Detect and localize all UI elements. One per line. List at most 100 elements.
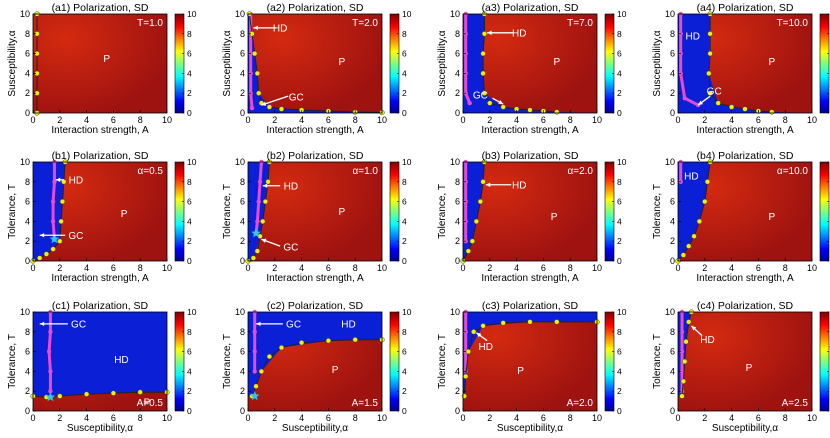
p-region [248,162,382,261]
panel-title: (c4) Polarization, SD [697,300,794,312]
x-tick-label: 0 [675,263,680,273]
hd-region [463,312,597,397]
colorbar [174,311,185,412]
panel-c4: HD P A=2.5 0 2 4 6 8 10 0 2 4 6 8 10 (c4) Polarization,… [652,300,830,434]
yellow-boundary-point [680,252,687,258]
x-tick-label: 10 [377,413,387,423]
magenta-boundary-point [50,219,56,224]
x-tick-label: 6 [541,263,546,273]
yellow-boundary-point [481,31,488,37]
colorbar-tick-label: 4 [187,216,192,226]
magenta-boundary-point [48,389,53,394]
magenta-boundary-line [679,14,699,107]
parameter-label: A=1.5 [352,398,379,409]
x-tick-label: 10 [592,263,602,273]
region-label-p: P [144,398,151,409]
y-tick-label: 0 [670,256,675,266]
x-tick-label: 2 [57,115,62,125]
region-label-hd: HD [512,28,526,39]
y-tick-label: 0 [455,108,460,118]
y-axis-label: Tolerance, T [222,334,233,389]
yellow-boundary-point [262,198,269,205]
annotation-arrow-head [39,321,45,327]
critical-point-star [49,234,60,244]
y-tick-label: 6 [455,49,460,59]
y-tick-label: 6 [670,347,675,357]
yellow-boundary-point [527,107,533,113]
x-tick-label: 6 [111,115,116,125]
plot-frame [462,161,598,262]
colorbar [174,13,185,114]
colorbar-tick-label: 0 [402,406,407,416]
magenta-boundary-point [682,95,687,101]
x-axis-label: Interaction strength, A [481,125,579,136]
y-tick-label: 4 [455,366,460,376]
x-tick-label: 0 [245,263,250,273]
x-axis-label: Susceptibility,α [712,423,778,434]
plot-frame [32,13,168,114]
magenta-boundary-point [252,369,257,374]
annotation-arrow-head [476,332,482,338]
x-tick-label: 4 [729,115,734,125]
region-label-gc: GC [707,87,722,98]
x-tick-label: 2 [702,115,707,125]
yellow-boundary-point [59,198,66,205]
annotation-arrow-head [39,233,45,238]
yellow-boundary-point [706,70,712,77]
colorbar-tick-label: 8 [187,177,192,187]
y-tick-label: 6 [455,197,460,207]
x-axis-label: Susceptibility,α [282,423,348,434]
yellow-boundary-point [487,100,493,106]
colorbar-tick-label: 8 [617,327,622,337]
yellow-boundary-point [252,50,258,57]
y-tick-label: 2 [25,88,30,98]
panel-title: (c2) Polarization, SD [267,300,364,312]
y-tick-label: 6 [670,49,675,59]
plot-frame [462,13,598,114]
yellow-boundary-point [256,90,262,96]
panel-title: (b2) Polarization, SD [267,150,364,162]
region-label-gc: GC [286,319,301,330]
y-tick-label: 10 [20,307,30,317]
yellow-boundary-point [742,106,748,112]
x-axis-label: Interaction strength, A [481,273,579,284]
colorbar-tick-label: 6 [187,49,192,59]
yellow-boundary-point [266,104,273,110]
x-tick-label: 4 [514,263,519,273]
colorbar [389,311,400,412]
x-tick-label: 6 [756,115,761,125]
y-tick-label: 0 [25,108,30,118]
panel-title: (a1) Polarization, SD [52,2,149,14]
x-axis-label: Interaction strength, A [696,273,794,284]
y-tick-label: 8 [670,327,675,337]
hd-region [33,162,66,261]
colorbar-tick-label: 2 [617,386,622,396]
yellow-boundary-point [477,198,484,205]
yellow-boundary-point [260,218,266,225]
yellow-boundary-point [254,248,261,254]
y-tick-label: 10 [20,9,30,19]
colorbar-tick-label: 0 [617,256,622,266]
colorbar-tick-label: 10 [402,9,412,19]
colorbar-tick-label: 4 [402,216,407,226]
yellow-boundary-point [57,238,63,244]
y-tick-label: 0 [670,406,675,416]
y-tick-label: 10 [665,9,675,19]
x-tick-label: 2 [57,263,62,273]
magenta-boundary-point [249,105,255,111]
yellow-boundary-point [463,373,469,380]
x-tick-label: 8 [353,115,358,125]
y-tick-label: 2 [240,236,245,246]
colorbar-tick-label: 6 [187,347,192,357]
y-tick-label: 0 [240,256,245,266]
y-tick-label: 2 [455,236,460,246]
colorbar-tick-label: 4 [187,68,192,78]
y-tick-label: 8 [670,29,675,39]
yellow-boundary-point [473,218,480,225]
y-tick-label: 2 [25,386,30,396]
y-tick-label: 4 [670,216,675,226]
x-tick-label: 4 [299,263,304,273]
x-tick-label: 10 [592,115,602,125]
x-tick-label: 8 [568,115,573,125]
y-tick-label: 6 [240,49,245,59]
